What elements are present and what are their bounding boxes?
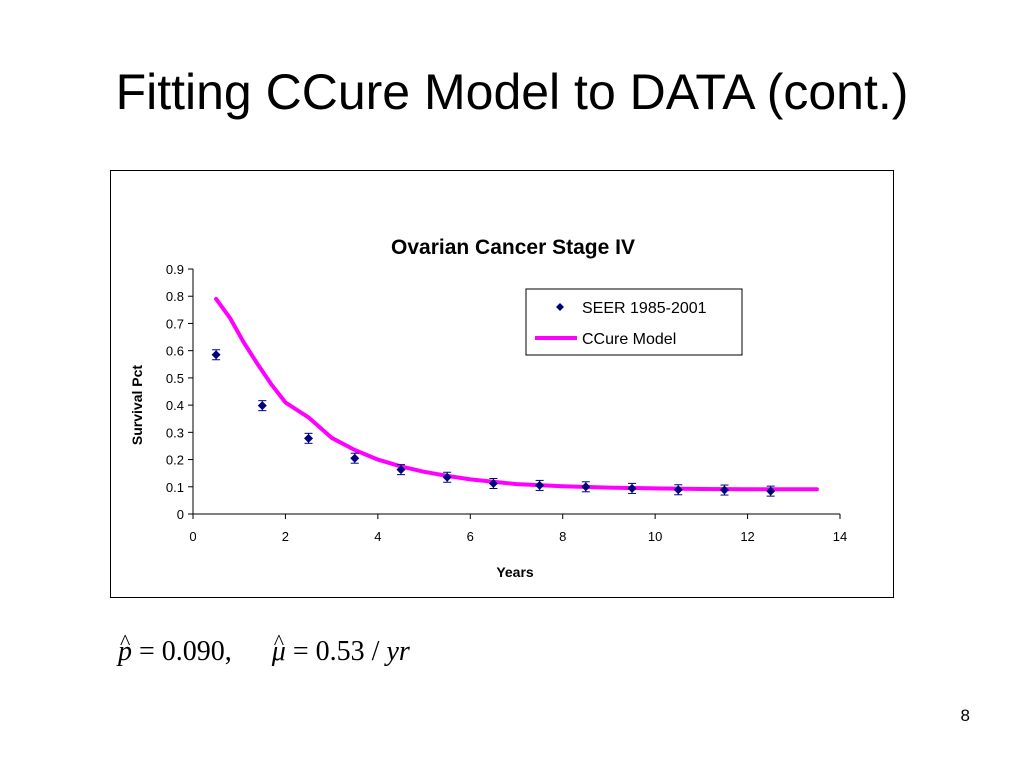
p-value: = 0.090, xyxy=(139,636,232,667)
seer-data-point xyxy=(673,484,683,496)
seer-data-point xyxy=(396,464,406,476)
axes: 0 0.1 0.2 0.3 0.4 0.5 0.6 0.7 0.8 0.9 0 2 4 6 8 10 12 14 xyxy=(166,262,847,544)
x-tick-label: 12 xyxy=(740,529,754,544)
legend-box xyxy=(525,288,743,356)
seer-data-point xyxy=(488,478,498,490)
page-number: 8 xyxy=(960,706,970,725)
x-tick-label: 4 xyxy=(374,529,381,544)
y-tick-label: 0 xyxy=(177,507,184,522)
chart-svg: Ovarian Cancer Stage IV Survival Pct Yea… xyxy=(129,236,847,580)
seer-data-point xyxy=(442,471,452,483)
diamond-marker xyxy=(535,480,545,490)
y-tick-label: 0.6 xyxy=(166,344,184,359)
diamond-marker xyxy=(581,482,591,492)
slide-title: Fitting CCure Model to DATA (cont.) xyxy=(115,64,909,120)
y-tick-label: 0.5 xyxy=(166,371,184,386)
y-tick-label: 0.3 xyxy=(166,425,184,440)
x-tick-label: 14 xyxy=(833,529,847,544)
seer-data-point xyxy=(211,349,221,361)
diamond-marker xyxy=(442,472,452,482)
chart-title: Ovarian Cancer Stage IV xyxy=(391,236,635,259)
diamond-marker xyxy=(304,433,314,443)
seer-data-point xyxy=(257,400,267,412)
chart-frame: Ovarian Cancer Stage IV Survival Pct Yea… xyxy=(110,170,894,598)
diamond-marker xyxy=(350,453,360,463)
y-tick-label: 0.1 xyxy=(166,480,184,495)
mu-hat-symbol: ^ μ xyxy=(271,629,286,667)
y-axis-label: Survival Pct xyxy=(129,365,145,445)
x-tick-label: 8 xyxy=(559,529,566,544)
diamond-marker xyxy=(766,486,776,496)
y-tick-label: 0.9 xyxy=(166,262,184,277)
mu-symbol: μ xyxy=(271,636,286,667)
mu-value: = 0.53 / xyxy=(292,636,380,667)
seer-data-point xyxy=(581,481,591,493)
data-points xyxy=(211,349,776,497)
x-tick-label: 2 xyxy=(282,529,289,544)
seer-data-point xyxy=(719,484,729,496)
diamond-marker xyxy=(396,465,406,475)
diamond-marker xyxy=(211,350,221,360)
seer-data-point xyxy=(627,482,637,494)
p-symbol: p xyxy=(118,636,132,667)
diamond-marker xyxy=(673,485,683,495)
x-tick-label: 10 xyxy=(648,529,662,544)
y-tick-label: 0.2 xyxy=(166,453,184,468)
y-tick-label: 0.7 xyxy=(166,316,184,331)
diamond-marker xyxy=(257,401,267,411)
formula: ^ p = 0.090, ^ μ = 0.53 / yr xyxy=(118,629,410,672)
seer-data-point xyxy=(535,479,545,491)
x-tick-label: 0 xyxy=(189,529,196,544)
diamond-marker xyxy=(488,479,498,489)
unit: yr xyxy=(386,636,410,667)
seer-data-point xyxy=(304,432,314,444)
x-axis-label: Years xyxy=(496,564,534,580)
seer-data-point xyxy=(766,485,776,497)
legend-label-model: CCure Model xyxy=(582,331,676,348)
x-tick-label: 6 xyxy=(467,529,474,544)
legend-label-seer: SEER 1985-2001 xyxy=(582,300,707,317)
y-tick-label: 0.4 xyxy=(166,398,184,413)
legend: SEER 1985-2001 CCure Model xyxy=(525,288,743,356)
diamond-marker xyxy=(719,485,729,495)
legend-marker-seer xyxy=(556,303,564,311)
seer-data-point xyxy=(350,452,360,464)
y-tick-label: 0.8 xyxy=(166,289,184,304)
p-hat-symbol: ^ p xyxy=(118,629,132,667)
diamond-marker xyxy=(627,483,637,493)
